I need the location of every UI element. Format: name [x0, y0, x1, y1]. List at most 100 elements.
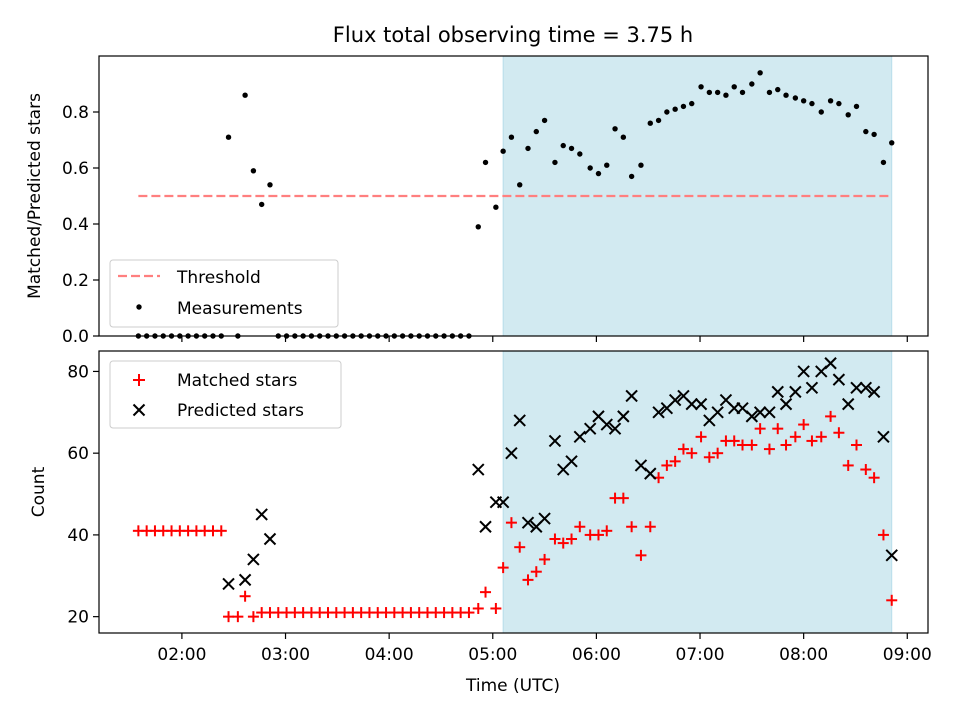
top-y-tick-label: 0.0 — [62, 327, 89, 347]
predicted-star-point — [479, 520, 492, 533]
predicted-star-point — [789, 385, 802, 399]
bottom-highlight-span — [502, 350, 893, 634]
legend-measurements-swatch — [136, 304, 142, 310]
predicted-star-point — [771, 385, 784, 399]
predicted-star-point — [685, 397, 698, 411]
bottom-x-tick-label: 07:00 — [676, 645, 725, 665]
predicted-star-point — [625, 389, 638, 403]
measurement-point — [493, 204, 499, 210]
chart-title: Flux total observing time = 3.75 h — [333, 23, 693, 47]
predicted-star-point — [668, 393, 682, 407]
top-panel: 0.00.20.40.60.8 Matched/Predicted stars … — [25, 55, 929, 347]
matched-star-point — [780, 439, 792, 451]
measurement-point — [698, 84, 704, 90]
matched-star-point — [522, 574, 534, 586]
measurement-point — [250, 168, 257, 174]
matched-star-point — [472, 602, 484, 614]
matched-star-point — [239, 590, 251, 602]
bottom-x-tick-label: 04:00 — [365, 645, 414, 665]
measurement-point — [482, 159, 489, 166]
predicted-star-point — [513, 414, 526, 427]
matched-star-point — [505, 517, 517, 529]
bottom-x-tick-label: 05:00 — [468, 645, 517, 665]
top-legend-box — [109, 259, 339, 328]
measurement-point — [723, 92, 729, 98]
matched-star-point — [626, 521, 638, 533]
matched-star-point — [539, 553, 551, 565]
predicted-star-point — [583, 422, 597, 435]
predicted-star-point — [505, 446, 518, 460]
legend-measurements-label: Measurements — [177, 299, 303, 319]
measurement-point — [500, 148, 506, 154]
matched-star-point — [789, 431, 801, 443]
predicted-star-point — [867, 385, 881, 399]
measurement-point — [541, 117, 548, 124]
measurement-point — [267, 182, 273, 188]
measurement-point — [242, 92, 248, 98]
matched-star-point — [566, 533, 578, 545]
measurement-point — [853, 103, 860, 110]
matched-star-point — [617, 492, 629, 504]
matched-star-point — [549, 533, 561, 545]
matched-star-point — [215, 525, 227, 537]
measurement-point — [560, 142, 566, 149]
matched-star-point — [754, 423, 766, 435]
bottom-y-axis-label: Count — [29, 466, 49, 517]
measurement-point — [258, 201, 265, 208]
x-axis-label: Time (UTC) — [465, 676, 560, 696]
bottom-x-tick-label: 06:00 — [572, 645, 621, 665]
measurement-point — [689, 100, 695, 107]
predicted-star-point — [608, 422, 622, 435]
top-y-axis-label: Matched/Predicted stars — [25, 93, 45, 299]
measurement-point — [809, 100, 815, 107]
bottom-y-axis: 20 40 60 80 — [67, 362, 99, 628]
matched-star-point — [480, 586, 492, 598]
predicted-star-point — [694, 397, 708, 411]
matched-star-point — [669, 455, 681, 467]
measurement-point — [739, 89, 746, 96]
predicted-star-point — [496, 496, 510, 509]
matched-star-point — [772, 423, 784, 435]
measurement-point — [731, 84, 737, 90]
predicted-star-point — [644, 467, 657, 480]
predicted-star-point — [859, 381, 873, 394]
legend-threshold-label: Threshold — [176, 268, 261, 288]
predicted-star-point — [805, 381, 819, 394]
predicted-star-point — [885, 549, 898, 562]
bottom-x-tick-label: 09:00 — [883, 645, 932, 665]
measurement-point — [775, 86, 781, 93]
measurement-point — [620, 134, 627, 140]
top-legend: Threshold Measurements — [109, 259, 339, 328]
measurement-point — [475, 224, 481, 230]
measurement-point — [749, 81, 755, 87]
predicted-star-point — [753, 406, 767, 419]
predicted-star-point — [472, 463, 485, 476]
matched-star-point — [557, 537, 569, 549]
bottom-x-tick-label: 03:00 — [261, 645, 310, 665]
predicted-star-point — [617, 410, 630, 423]
measurement-point — [552, 159, 558, 166]
predicted-star-point — [797, 365, 810, 378]
measurement-point — [638, 162, 644, 168]
top-y-tick-label: 0.4 — [62, 215, 89, 235]
measurement-point — [889, 140, 895, 146]
measurement-point — [508, 134, 515, 140]
matched-star-point — [644, 521, 656, 533]
measurement-point — [533, 128, 539, 135]
measurement-point — [664, 109, 670, 115]
matched-star-point — [686, 447, 698, 459]
measurement-point — [827, 98, 834, 104]
predicted-star-point — [779, 397, 793, 411]
legend-matched-swatch — [133, 374, 145, 386]
matched-star-point — [815, 431, 827, 443]
measurement-point — [706, 89, 713, 96]
predicted-star-point — [832, 373, 846, 386]
matched-star-point — [842, 459, 854, 471]
matched-star-point — [601, 525, 613, 537]
measurement-point — [568, 145, 575, 152]
top-y-tick-label: 0.8 — [62, 103, 89, 123]
top-panel-frame — [98, 55, 929, 337]
matched-star-point — [833, 427, 845, 439]
bottom-x-tick-label: 08:00 — [779, 645, 828, 665]
